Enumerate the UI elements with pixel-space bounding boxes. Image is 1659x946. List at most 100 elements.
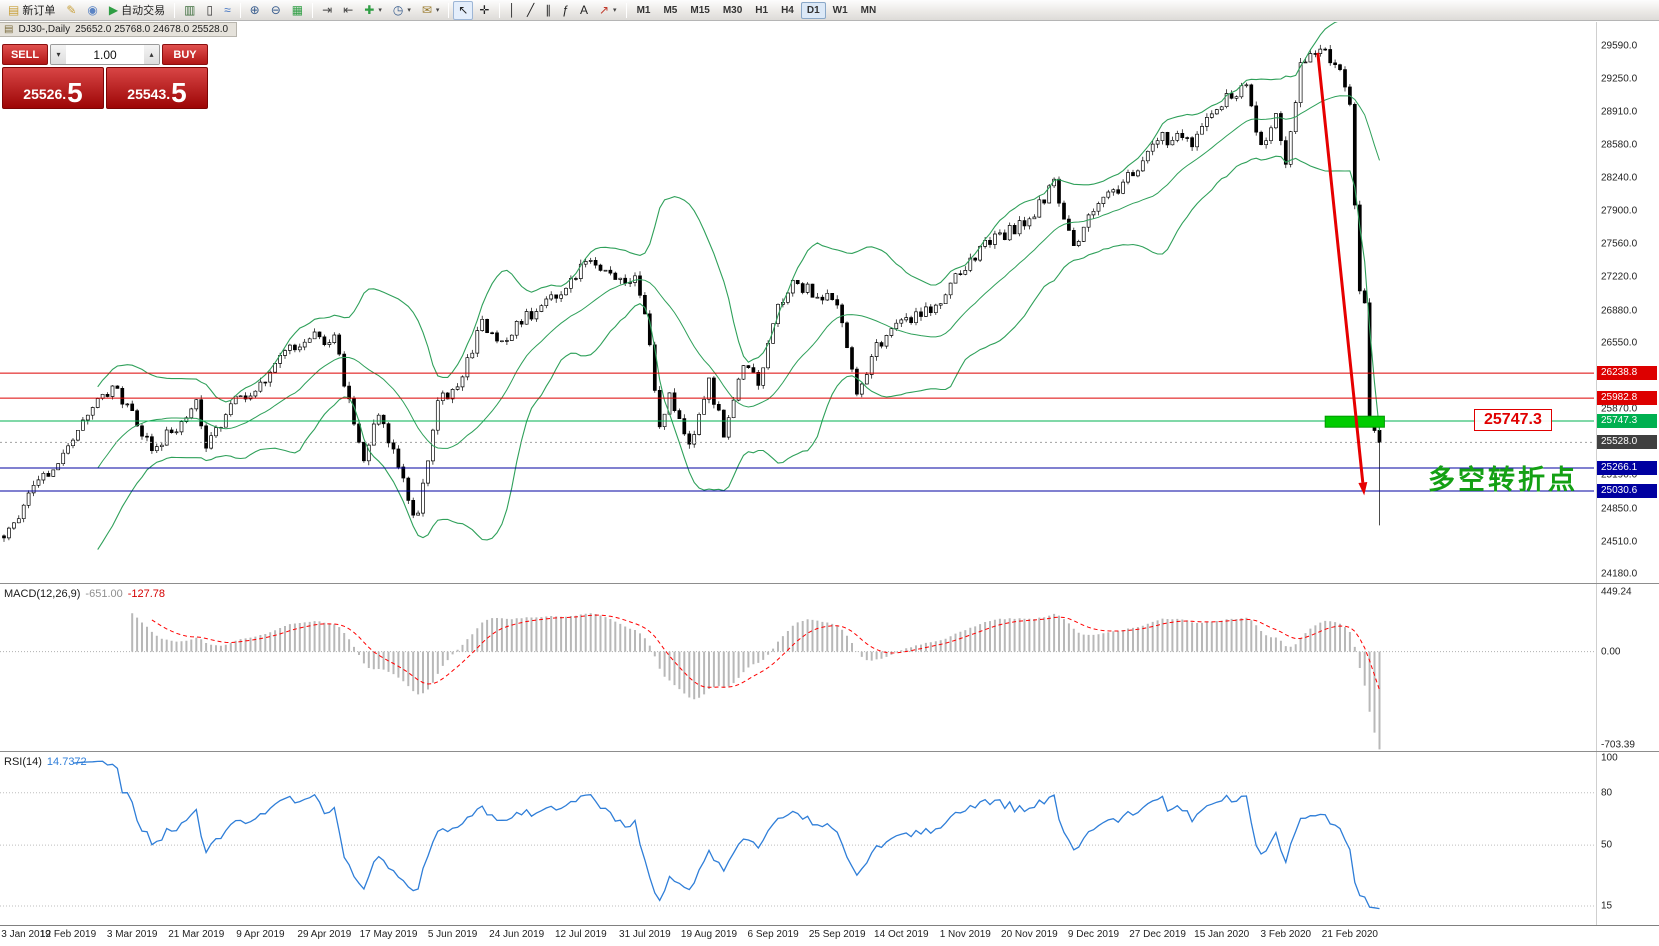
price-callout-label[interactable]: 25747.3 [1474,409,1552,431]
macd-panel-splitter[interactable] [0,583,1659,584]
timeframe-m15-button[interactable]: M15 [690,4,710,16]
volume-decrease-button[interactable]: ▾ [51,45,66,64]
chart-tab[interactable]: ▤ DJ30-,Daily 25652.0 25768.0 24678.0 25… [0,22,238,37]
date-axis-tick: 21 Feb 2020 [1321,929,1378,940]
autotrading-button[interactable]: ▶ 自动交易 [104,1,170,20]
price-axis-tick: 28580.0 [1601,139,1638,151]
new-order-label: 新订单 [22,5,56,17]
candlestick-chart-button[interactable]: ▯ [201,1,218,20]
date-axis-tick: 24 Jun 2019 [489,929,545,940]
metaeditor-icon: ✎ [66,3,77,17]
dropdown-caret-icon: ▾ [435,7,440,14]
line-chart-button[interactable]: ≈ [219,1,236,20]
indicators-icon: ✚ [364,3,375,17]
bollinger-lower-band[interactable] [97,155,1381,550]
date-axis-tick: 17 May 2019 [359,929,418,940]
rsi-panel-splitter[interactable] [0,751,1659,752]
price-axis-tick: 25190.0 [1601,469,1638,481]
price-level-badge: 26238.8 [1597,366,1657,381]
text-label-icon: A [579,3,588,17]
sell-button[interactable]: SELL [2,44,48,65]
zoom-in-button[interactable]: ⊕ [245,1,265,20]
bollinger-upper-band[interactable] [97,0,1380,403]
market-watch-button[interactable]: ◉ [82,1,102,20]
price-axis-tick: 29250.0 [1601,73,1638,85]
sell-price-display[interactable]: 25526. 5 [2,67,104,109]
rsi-indicator-label: RSI(14) 14.7372 [4,756,92,768]
dropdown-caret-icon: ▾ [613,7,617,14]
timeframe-mn-button[interactable]: MN [860,4,877,16]
price-axis-tick: 26880.0 [1601,305,1638,316]
toolbar-separator [174,2,176,18]
price-axis-tick: 29590.0 [1601,40,1638,52]
metaeditor-button[interactable]: ✎ [61,1,81,20]
price-level-badge: 25266.1 [1597,461,1657,475]
price-level-badge: 25030.6 [1597,484,1657,498]
equidistant-channel-button[interactable]: ∥ [540,1,556,20]
date-axis-tick: 27 Dec 2019 [1129,929,1186,940]
date-axis-tick: 20 Nov 2019 [1001,929,1058,940]
date-axis-tick: 15 Jan 2020 [1194,929,1250,940]
timeframe-m5-button[interactable]: M5 [663,4,678,16]
timeframe-d1-button[interactable]: D1 [800,1,826,19]
trend-arrow-line[interactable] [1316,52,1365,483]
price-axis-tick: 27560.0 [1601,238,1638,250]
timeframe-h4-button[interactable]: H4 [781,4,794,16]
cursor-button[interactable]: ↖ [453,0,474,20]
date-axis-tick: 6 Sep 2019 [747,929,799,940]
zoom-out-button[interactable]: ⊖ [266,1,286,20]
vertical-line-button[interactable]: │ [504,1,522,20]
price-axis-tick: 27220.0 [1601,271,1638,283]
cursor-icon: ↖ [458,3,469,17]
autotrading-icon: ▶ [108,3,119,17]
timeframe-h1-button[interactable]: H1 [755,4,769,16]
timeframe-m30-button[interactable]: M30 [722,4,743,16]
date-axis-tick: 12 Jul 2019 [554,929,607,940]
macd-name: MACD(12,26,9) [4,588,81,600]
rsi-line [72,760,1380,910]
price-axis-tick: 27900.0 [1601,205,1638,217]
bollinger-middle-band[interactable] [97,95,1380,469]
annotation-note-text[interactable]: 多空转折点 [1428,465,1578,495]
periods-button[interactable]: ◷ ▾ [388,1,416,20]
date-axis-tick: 9 Dec 2019 [1067,929,1120,940]
line-chart-icon: ≈ [224,3,231,17]
macd-axis-tick: -703.39 [1601,739,1635,751]
bar-chart-button[interactable]: ▥ [179,1,200,20]
date-axis-tick: 3 Feb 2020 [1260,929,1312,940]
candle-wicks [3,44,1380,542]
chart-shift-button[interactable]: ⇤ [338,1,358,20]
timeframe-m1-button[interactable]: M1 [636,4,651,16]
trendline-button[interactable]: ╱ [522,1,539,20]
sell-price-frac: 5 [67,77,83,109]
date-axis-tick: 9 Apr 2019 [236,929,285,940]
macd-signal-line [151,614,1380,691]
rsi-name: RSI(14) [4,756,42,768]
buy-price-int: 25543. [127,86,171,103]
rsi-panel[interactable] [0,760,1594,910]
tile-windows-button[interactable]: ▦ [287,1,308,20]
templates-icon: ✉ [421,3,432,17]
vertical-line-icon: │ [508,3,517,17]
buy-button[interactable]: BUY [162,44,208,65]
toolbar: ▤ 新订单 ✎ ◉ ▶ 自动交易 ▥ ▯ ≈ ⊕ ⊖ ▦ ⇥ ⇤ ✚ ▾ ◷ ▾ ✉ ▾ ↖ ✛ │ ╱ ∥ ƒ A ↗ ▾ M1 M5 M1… [0,0,1659,21]
date-axis-tick: 25 Sep 2019 [808,929,866,940]
new-order-button[interactable]: ▤ 新订单 [3,1,60,20]
timeframe-w1-button[interactable]: W1 [832,4,848,16]
arrows-button[interactable]: ↗ ▾ [594,1,622,20]
volume-input[interactable] [66,45,144,64]
volume-control: ▾ ▴ [50,44,160,65]
text-label-button[interactable]: A [575,1,593,20]
crosshair-button[interactable]: ✛ [474,1,494,20]
indicators-button[interactable]: ✚ ▾ [359,1,387,20]
macd-panel[interactable] [0,613,1594,750]
buy-price-display[interactable]: 25543. 5 [106,67,208,109]
auto-scroll-button[interactable]: ⇥ [317,1,337,20]
volume-increase-button[interactable]: ▴ [144,45,159,64]
main-chart-panel[interactable] [0,0,1594,550]
current-price-badge: 25528.0 [1597,435,1657,450]
fibonacci-button[interactable]: ƒ [557,1,574,20]
templates-button[interactable]: ✉ ▾ [417,1,445,20]
tile-windows-icon: ▦ [291,3,304,17]
